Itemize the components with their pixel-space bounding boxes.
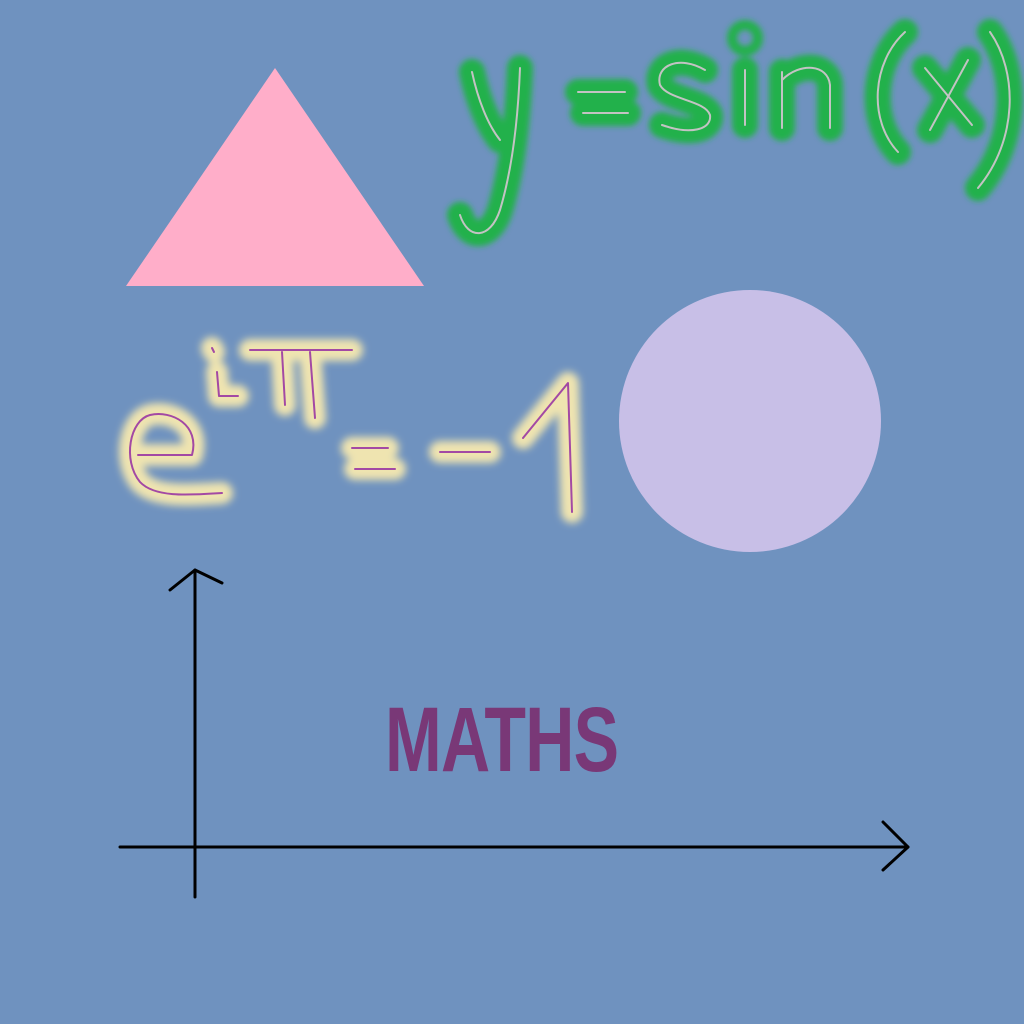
coordinate-axes (118, 568, 910, 899)
maths-title: MATHS (385, 689, 619, 791)
lavender-circle (619, 290, 881, 552)
pink-triangle (126, 68, 424, 286)
x-axis-arrowhead (881, 820, 910, 872)
euler-formula (119, 337, 583, 523)
y-axis-arrowhead (168, 568, 224, 592)
sine-formula (447, 19, 1023, 247)
